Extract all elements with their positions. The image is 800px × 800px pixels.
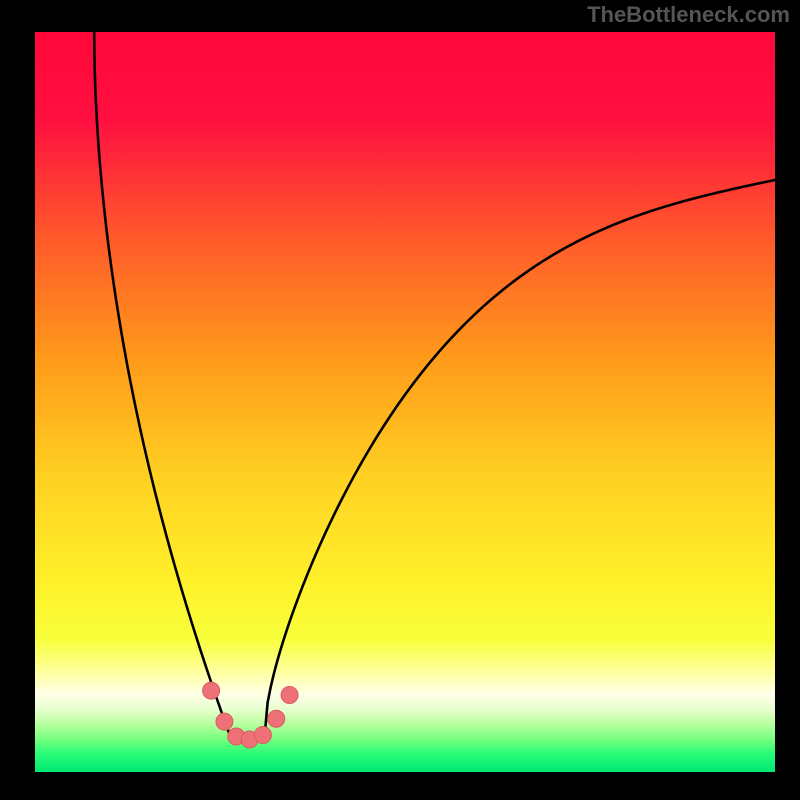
curve-left-branch [94,32,264,743]
bottleneck-marker [216,713,233,730]
bottleneck-markers [203,682,298,748]
bottleneck-marker [281,687,298,704]
bottleneck-marker [203,682,220,699]
chart-svg [35,32,775,772]
bottleneck-marker [268,710,285,727]
watermark-text: TheBottleneck.com [587,2,790,28]
plot-area [35,32,775,772]
curve-right-branch [264,180,775,739]
bottleneck-marker [254,727,271,744]
